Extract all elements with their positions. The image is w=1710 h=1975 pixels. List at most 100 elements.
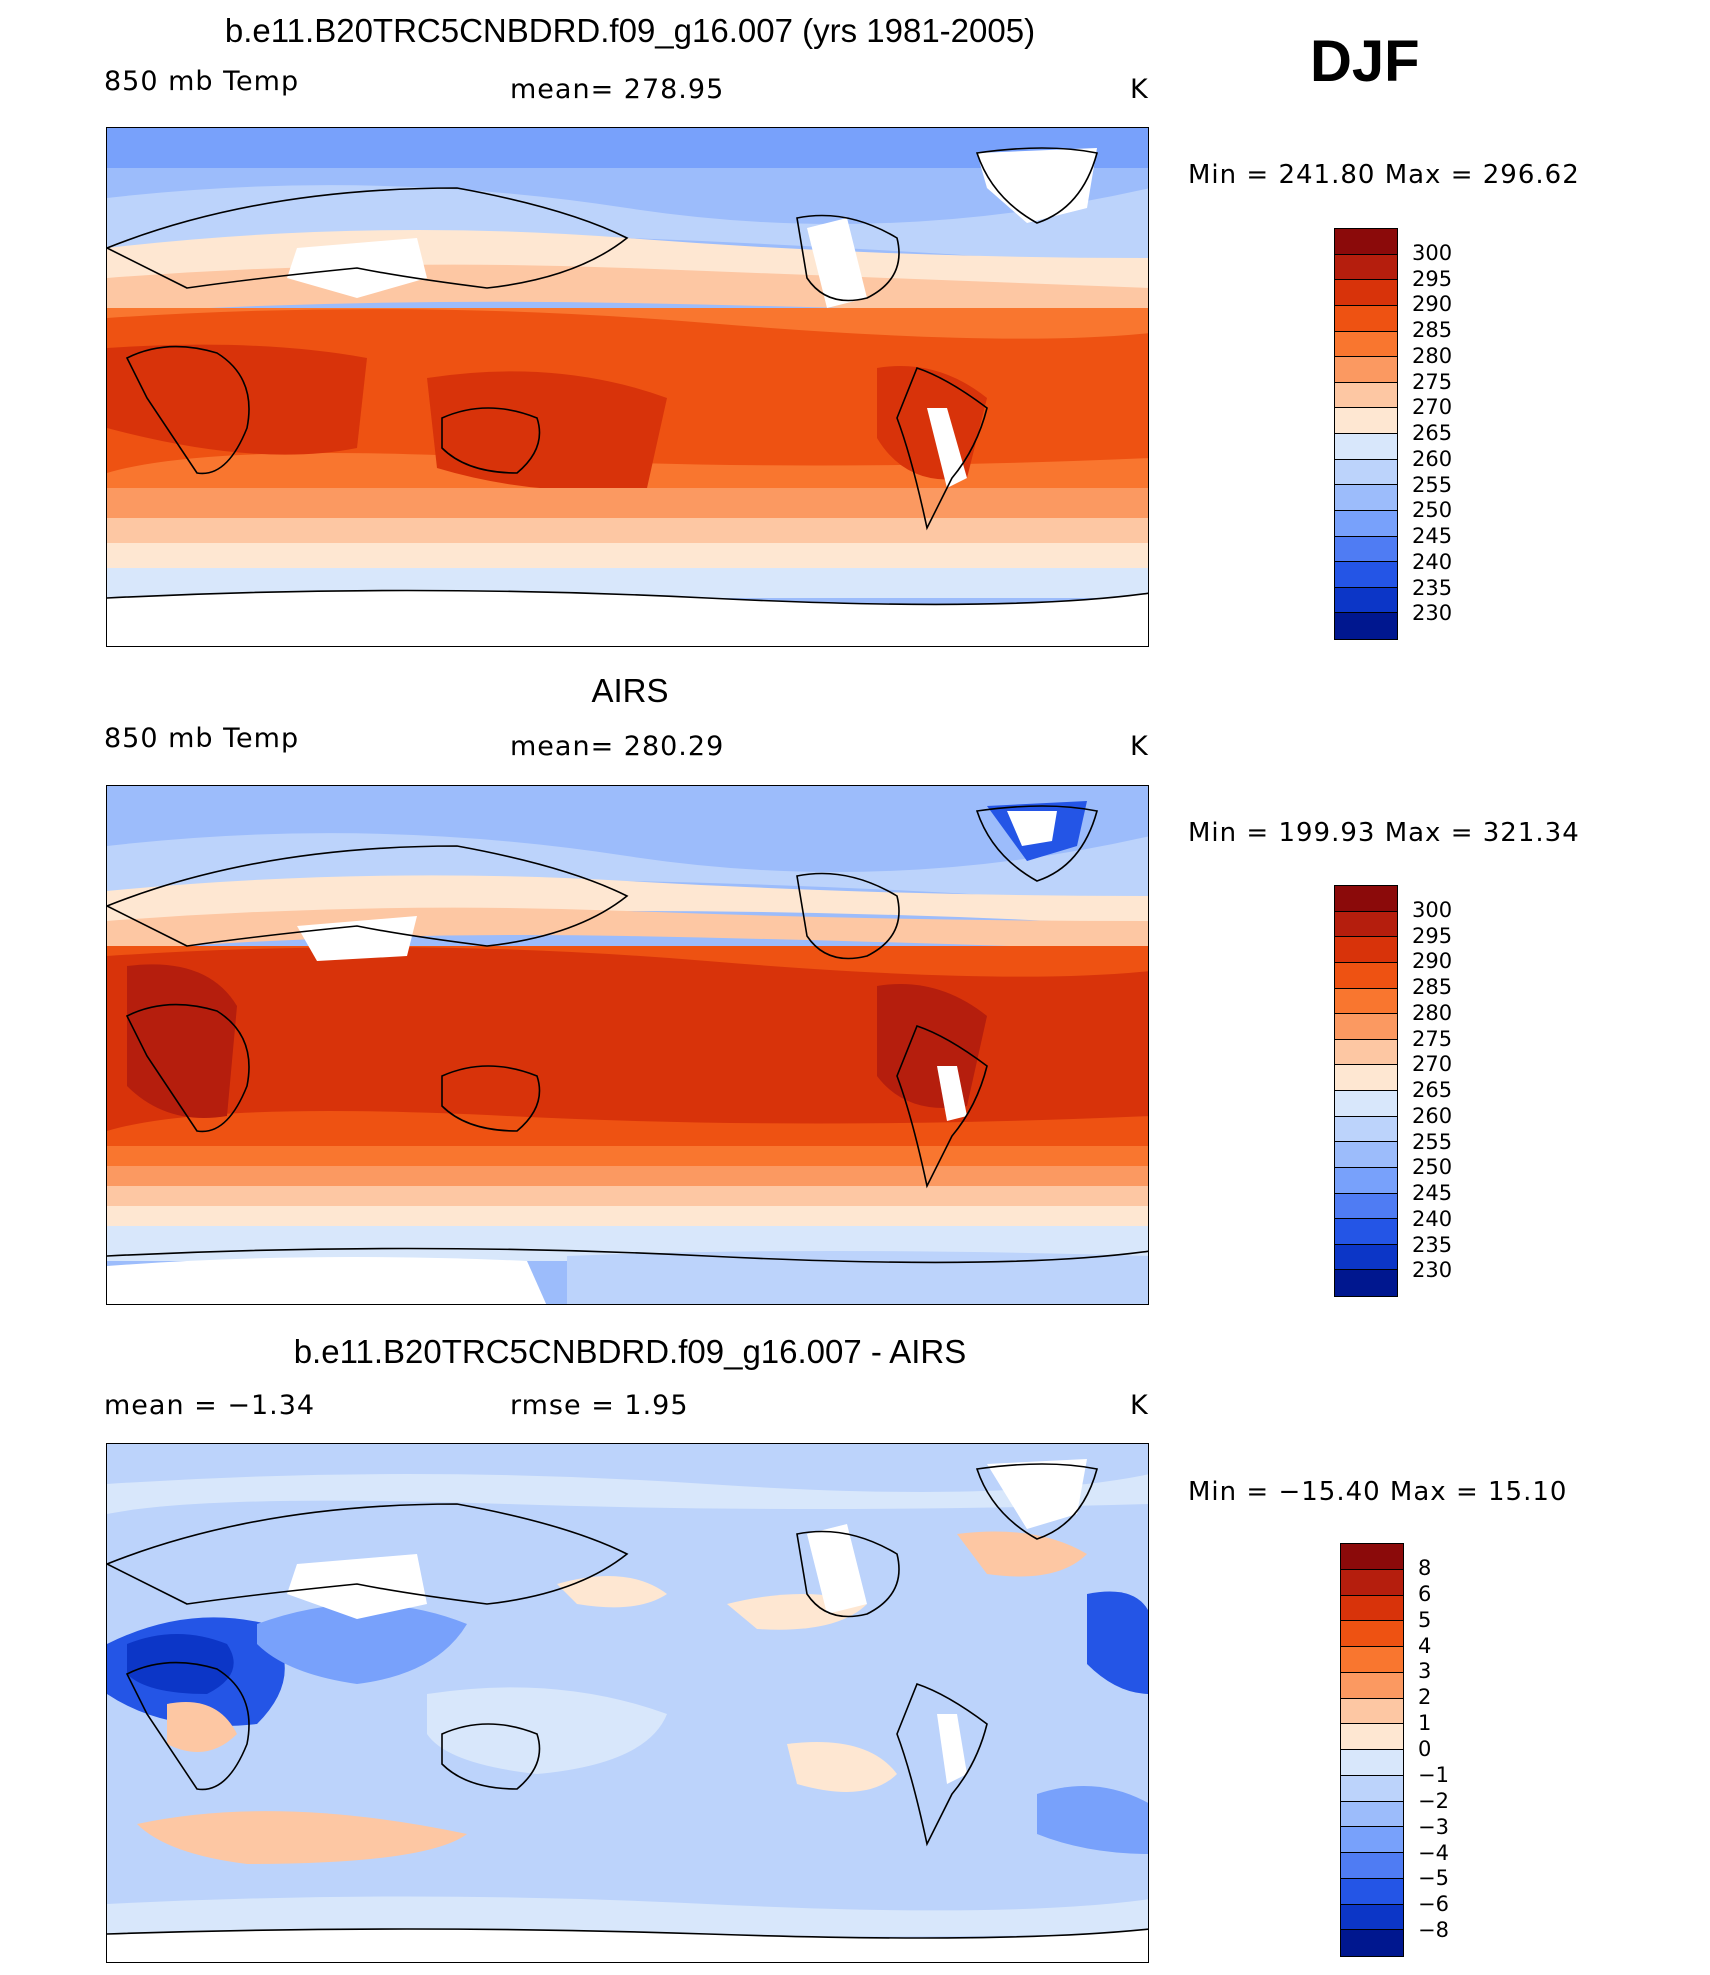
- colorbar-tick-label: 0: [1418, 1737, 1432, 1761]
- colorbar-tick-label: 4: [1418, 1633, 1432, 1658]
- colorbar-swatch: [1341, 1904, 1403, 1931]
- colorbar-swatch: [1335, 1091, 1397, 1117]
- colorbar-tick-label: 6: [1418, 1581, 1432, 1606]
- map-obs: [106, 785, 1149, 1305]
- colorbar-tick-label: 260: [1412, 446, 1453, 471]
- colorbar-swatch: [1341, 1775, 1403, 1802]
- colorbar-swatch: [1335, 357, 1397, 383]
- colorbar-swatch: [1335, 382, 1397, 409]
- colorbar-swatch: [1341, 1801, 1403, 1828]
- colorbar-swatch: [1335, 1167, 1397, 1194]
- colorbar-swatch: [1335, 1116, 1397, 1143]
- colorbar-tick-label: 230: [1412, 1258, 1453, 1283]
- colorbar-tick-label: 8: [1418, 1555, 1432, 1580]
- mean-label: mean = −1.34: [104, 1390, 316, 1421]
- colorbar-tick-label: 1: [1418, 1711, 1432, 1736]
- colorbar-swatch: [1335, 459, 1397, 486]
- colorbar-tick-label: 5: [1418, 1607, 1432, 1632]
- colorbar-swatch: [1341, 1595, 1403, 1622]
- colorbar-swatch: [1341, 1878, 1403, 1905]
- colorbar-tick-label: 270: [1412, 395, 1453, 420]
- colorbar-swatch: [1335, 254, 1397, 281]
- map-model: [106, 127, 1149, 647]
- units-label: K: [1130, 731, 1149, 762]
- colorbar-swatch: [1335, 1219, 1397, 1245]
- colorbar-swatch: [1335, 408, 1397, 434]
- colorbar-tick-label: −1: [1418, 1762, 1449, 1787]
- colorbar-tick-label: 230: [1412, 601, 1453, 626]
- colorbar-tick-label: 260: [1412, 1103, 1453, 1128]
- colorbar-tick-label: 285: [1412, 975, 1453, 999]
- colorbar-tick-label: 240: [1412, 1206, 1453, 1231]
- colorbar-tick-label: 235: [1412, 1232, 1453, 1257]
- colorbar-tick-label: 265: [1412, 1078, 1453, 1102]
- colorbar-swatch: [1341, 1930, 1403, 1956]
- colorbar-tick-label: 275: [1412, 1026, 1453, 1051]
- colorbar-tick-label: 255: [1412, 472, 1453, 497]
- units-label: K: [1130, 1390, 1149, 1421]
- panel-title: b.e11.B20TRC5CNBDRD.f09_g16.007 (yrs 198…: [224, 12, 1036, 49]
- colorbar-tick-label: 285: [1412, 318, 1453, 342]
- colorbar: [1334, 885, 1398, 1297]
- colorbar-swatch: [1335, 510, 1397, 537]
- colorbar-swatch: [1335, 536, 1397, 563]
- colorbar-swatch: [1341, 1750, 1403, 1776]
- colorbar-tick-label: 290: [1412, 292, 1453, 317]
- colorbar-tick-label: 3: [1418, 1659, 1432, 1684]
- minmax-label: Min = 241.80 Max = 296.62: [1188, 160, 1580, 190]
- colorbar-tick-label: 245: [1412, 524, 1453, 548]
- colorbar-swatch: [1335, 1270, 1397, 1296]
- colorbar-tick-label: 275: [1412, 369, 1453, 394]
- colorbar-tick-label: 245: [1412, 1181, 1453, 1205]
- colorbar-swatch: [1341, 1544, 1403, 1570]
- colorbar-swatch: [1335, 280, 1397, 306]
- colorbar-tick-label: 290: [1412, 949, 1453, 974]
- colorbar-swatch: [1335, 886, 1397, 912]
- colorbar-tick-label: −8: [1418, 1918, 1449, 1943]
- colorbar-swatch: [1335, 305, 1397, 332]
- colorbar-swatch: [1335, 988, 1397, 1015]
- colorbar-tick-label: 300: [1412, 240, 1453, 265]
- colorbar-swatch: [1335, 562, 1397, 588]
- colorbar-swatch: [1335, 613, 1397, 639]
- colorbar-tick-label: 295: [1412, 923, 1453, 948]
- colorbar-swatch: [1335, 1065, 1397, 1091]
- colorbar-swatch: [1341, 1672, 1403, 1699]
- colorbar-tick-label: −4: [1418, 1840, 1449, 1865]
- minmax-label: Min = 199.93 Max = 321.34: [1188, 818, 1580, 848]
- colorbar-tick-label: 2: [1418, 1685, 1432, 1710]
- colorbar-tick-label: 240: [1412, 549, 1453, 574]
- colorbar-tick-label: 280: [1412, 1000, 1453, 1025]
- colorbar-swatch: [1335, 485, 1397, 511]
- colorbar-tick-label: 250: [1412, 498, 1453, 523]
- colorbar-tick-label: 295: [1412, 266, 1453, 291]
- colorbar-swatch: [1335, 1193, 1397, 1220]
- colorbar-swatch: [1341, 1853, 1403, 1879]
- season-label: DJF: [1310, 29, 1420, 94]
- colorbar-tick-label: −5: [1418, 1866, 1449, 1891]
- rmse-label: rmse = 1.95: [510, 1390, 689, 1421]
- mean-label: mean= 280.29: [510, 731, 725, 762]
- colorbar-tick-label: 270: [1412, 1052, 1453, 1077]
- colorbar-swatch: [1335, 229, 1397, 255]
- colorbar-swatch: [1335, 937, 1397, 963]
- colorbar-tick-label: 265: [1412, 421, 1453, 445]
- colorbar: [1340, 1543, 1404, 1957]
- units-label: K: [1130, 74, 1149, 105]
- colorbar-swatch: [1335, 1014, 1397, 1040]
- colorbar-tick-label: 255: [1412, 1129, 1453, 1154]
- colorbar-swatch: [1335, 587, 1397, 614]
- colorbar-swatch: [1341, 1698, 1403, 1725]
- mean-label: mean= 278.95: [510, 74, 725, 105]
- panel-title: b.e11.B20TRC5CNBDRD.f09_g16.007 - AIRS: [293, 1333, 967, 1370]
- minmax-label: Min = −15.40 Max = 15.10: [1188, 1477, 1568, 1507]
- panel-title: AIRS: [591, 672, 669, 709]
- colorbar-swatch: [1335, 962, 1397, 989]
- map-diff: [106, 1443, 1149, 1963]
- colorbar-swatch: [1335, 1244, 1397, 1271]
- colorbar-swatch: [1335, 1142, 1397, 1168]
- colorbar-swatch: [1335, 331, 1397, 358]
- colorbar-tick-label: 250: [1412, 1155, 1453, 1180]
- colorbar-tick-label: 235: [1412, 575, 1453, 600]
- field-label: 850 mb Temp: [104, 723, 300, 754]
